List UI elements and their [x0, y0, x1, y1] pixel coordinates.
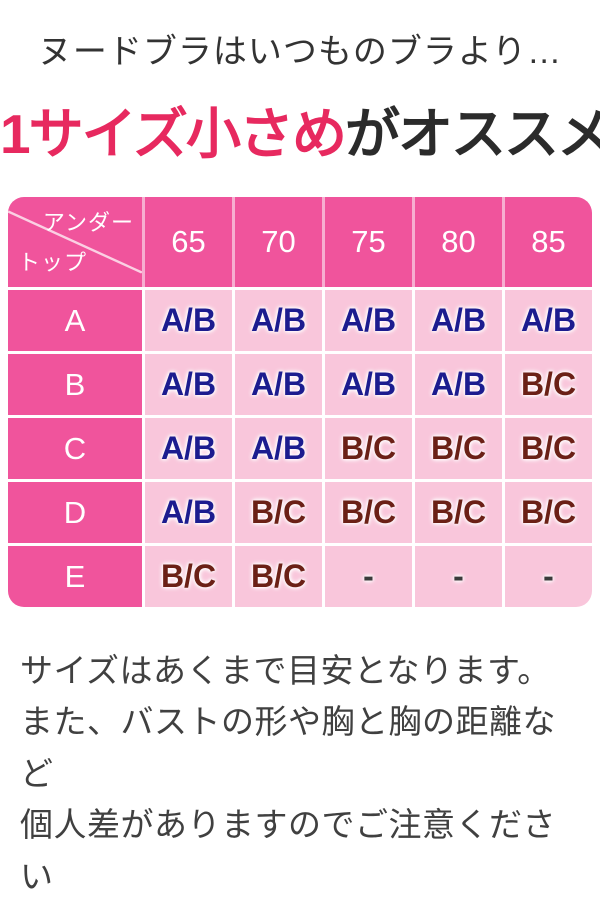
table-cell-value: A/B — [142, 287, 232, 351]
table-cell-value: A/B — [232, 415, 322, 479]
diagonal-divider-line — [8, 210, 142, 274]
row-header-d: D — [8, 479, 142, 543]
page-title: 1サイズ小さめがオススメ — [0, 89, 600, 169]
disclaimer-text: サイズはあくまで目安となります。 また、バストの形や胸と胸の距離など 個人差があ… — [20, 645, 580, 902]
size-conversion-table: アンダー トップ 65 70 75 80 85 A A/B A/B A/B A/… — [8, 197, 592, 607]
column-header-85: 85 — [502, 197, 592, 287]
column-header-75: 75 — [322, 197, 412, 287]
column-header-80: 80 — [412, 197, 502, 287]
table-cell-value: A/B — [412, 351, 502, 415]
corner-label-under: アンダー — [42, 210, 134, 235]
table-cell-value: A/B — [142, 479, 232, 543]
page-title-rest: がオススメ — [344, 103, 600, 165]
table-cell-value: A/B — [322, 351, 412, 415]
table-cell-value: B/C — [412, 415, 502, 479]
table-cell-value: A/B — [322, 287, 412, 351]
row-header-e: E — [8, 543, 142, 607]
table-cell-value: B/C — [232, 543, 322, 607]
row-header-c: C — [8, 415, 142, 479]
page-title-highlight: 1サイズ小さめ — [0, 103, 347, 165]
table-cell-value: A/B — [502, 287, 592, 351]
disclaimer-line: サイズはあくまで目安となります。 — [20, 652, 551, 689]
table-cell-value: B/C — [322, 415, 412, 479]
table-cell-value: B/C — [322, 479, 412, 543]
disclaimer-line: また、バストの形や胸と胸の距離など — [20, 703, 556, 792]
disclaimer-line: 個人差がありますのでご注意ください — [20, 806, 556, 895]
row-header-a: A — [8, 287, 142, 351]
table-cell-value: - — [502, 543, 592, 607]
corner-label-top: トップ — [18, 250, 88, 275]
table-corner-cell: アンダー トップ — [8, 197, 142, 287]
table-cell-value: B/C — [502, 415, 592, 479]
table-cell-value: B/C — [412, 479, 502, 543]
table-cell-value: - — [412, 543, 502, 607]
page-subtitle: ヌードブラはいつものブラより… — [37, 33, 563, 71]
table-cell-value: A/B — [142, 351, 232, 415]
table-cell-value: - — [322, 543, 412, 607]
table-cell-value: A/B — [412, 287, 502, 351]
column-header-70: 70 — [232, 197, 322, 287]
table-cell-value: B/C — [502, 479, 592, 543]
table-cell-value: A/B — [142, 415, 232, 479]
table-cell-value: B/C — [142, 543, 232, 607]
row-header-b: B — [8, 351, 142, 415]
table-cell-value: B/C — [502, 351, 592, 415]
table-cell-value: B/C — [232, 479, 322, 543]
table-cell-value: A/B — [232, 351, 322, 415]
column-header-65: 65 — [142, 197, 232, 287]
table-cell-value: A/B — [232, 287, 322, 351]
